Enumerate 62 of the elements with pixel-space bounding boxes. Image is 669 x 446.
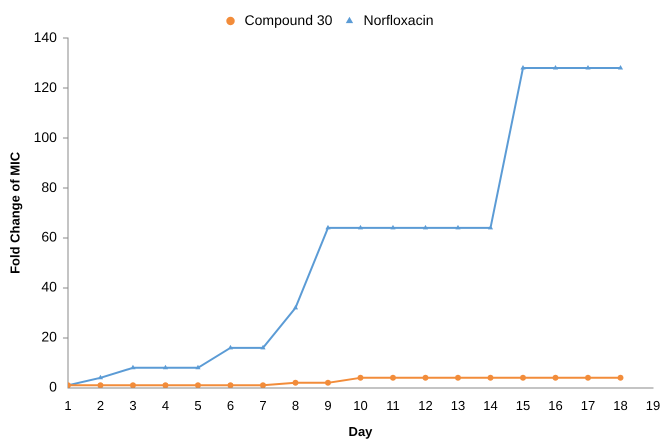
- point: [617, 374, 624, 381]
- point: [195, 364, 201, 370]
- x-tick-label: 5: [194, 398, 202, 414]
- x-tick-label: 13: [450, 398, 466, 414]
- x-tick-label: 11: [386, 398, 400, 414]
- x-tick-label: 9: [324, 398, 332, 414]
- y-tick-label: 100: [34, 128, 58, 145]
- legend-label: Compound 30: [244, 12, 333, 28]
- point: [422, 224, 428, 230]
- point: [520, 374, 526, 381]
- point: [455, 224, 461, 230]
- point: [325, 224, 331, 230]
- x-tick-label: 12: [418, 398, 433, 414]
- point: [552, 64, 558, 70]
- point: [390, 374, 396, 381]
- y-tick-label: 140: [34, 28, 58, 45]
- x-tick-label: 7: [259, 398, 267, 414]
- point: [98, 374, 104, 380]
- point: [130, 382, 136, 388]
- point: [584, 374, 591, 381]
- point: [162, 382, 168, 388]
- x-tick-label: 4: [162, 398, 170, 414]
- x-tick-label: 3: [129, 398, 137, 414]
- point: [454, 374, 461, 381]
- point: [260, 382, 266, 388]
- y-tick-label: 20: [41, 328, 58, 345]
- point: [487, 374, 494, 381]
- y-axis-title: Fold Change of MIC: [7, 151, 22, 274]
- x-tick-label: 19: [646, 398, 660, 414]
- point: [618, 64, 624, 70]
- point: [227, 382, 234, 388]
- x-tick-label: 15: [516, 398, 530, 414]
- point: [260, 344, 266, 350]
- x-tick-label: 10: [353, 398, 368, 414]
- x-tick-label: 2: [96, 398, 104, 414]
- point: [585, 64, 591, 70]
- point: [97, 382, 104, 388]
- point: [520, 64, 526, 70]
- x-tick-label: 18: [613, 398, 628, 414]
- point: [390, 224, 396, 230]
- point: [162, 364, 168, 370]
- y-tick-label: 80: [41, 178, 58, 195]
- point: [194, 382, 201, 388]
- point: [552, 374, 558, 381]
- point: [358, 224, 364, 230]
- x-tick-label: 6: [226, 398, 234, 414]
- x-tick-label: 14: [483, 398, 498, 414]
- y-tick-label: 0: [49, 378, 58, 395]
- x-axis-title: Day: [348, 424, 374, 439]
- x-tick-label: 1: [64, 398, 72, 414]
- y-tick-label: 40: [41, 278, 58, 295]
- y-tick-label: 60: [41, 228, 58, 245]
- x-tick-label: 8: [292, 398, 300, 414]
- legend-label: Norfloxacin: [363, 12, 434, 28]
- point: [422, 374, 428, 381]
- point: [292, 304, 298, 310]
- point: [324, 380, 331, 386]
- x-tick-label: 16: [548, 398, 563, 414]
- point: [292, 380, 298, 386]
- x-tick-label: 17: [580, 398, 596, 414]
- point: [357, 374, 364, 381]
- y-tick-label: 120: [34, 78, 58, 95]
